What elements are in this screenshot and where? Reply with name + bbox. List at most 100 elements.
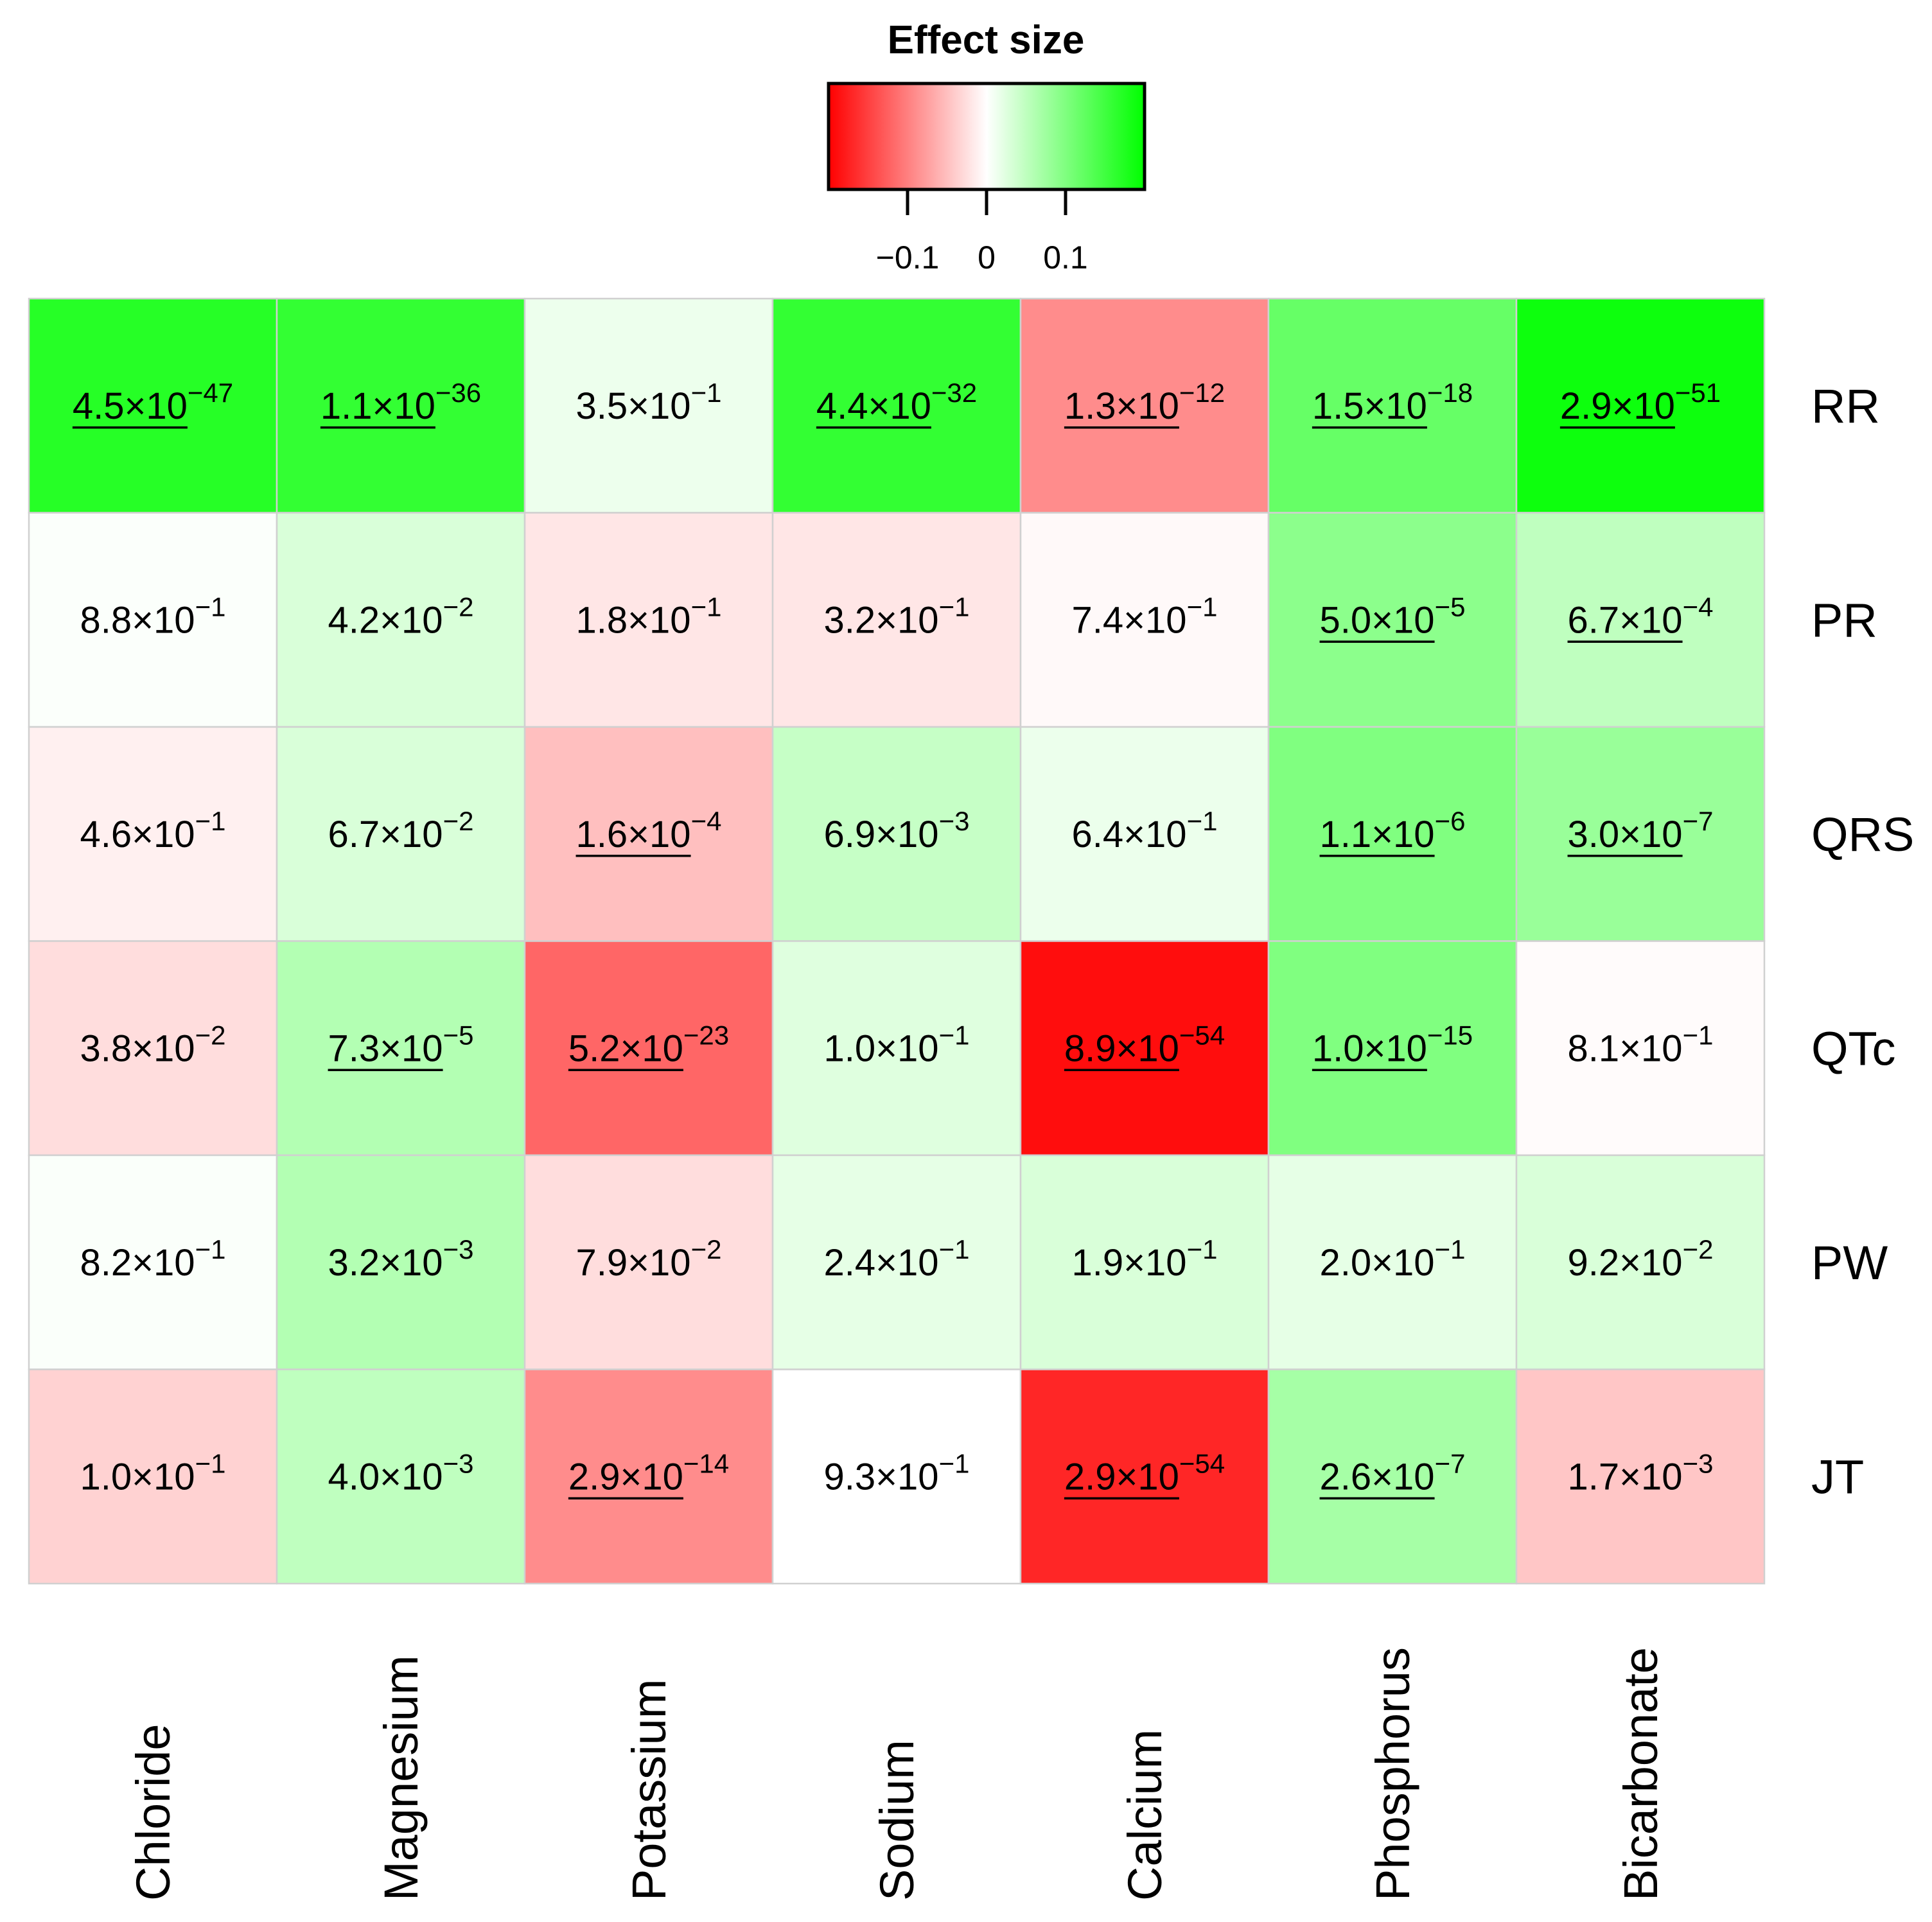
cell-p-value: 2.9×10−54 [1064,1448,1225,1498]
cell-p-value: 4.5×10−47 [73,378,233,427]
column-label: Bicarbonate [1614,1647,1667,1901]
row-label: QRS [1811,808,1914,861]
column-label: Magnesium [374,1655,428,1901]
heatmap-cell [1515,940,1766,1157]
heatmap-cell [523,940,774,1157]
heatmap-cell [1267,1154,1518,1370]
cell-p-value: 2.6×10−7 [1320,1448,1466,1498]
cell-p-value: 8.9×10−54 [1064,1020,1225,1069]
cell-p-value: 3.2×10−1 [824,591,970,641]
row-labels: RR PR QRS QTc PW JT [1811,380,1914,1504]
cell-p-value: 4.4×10−32 [816,378,977,427]
column-labels: Chloride Magnesium Potassium Sodium Calcium P… [127,1647,1667,1901]
legend-tick-label: 0 [978,240,996,275]
cell-p-value: 6.7×10−4 [1568,591,1714,641]
column-label: Potassium [622,1679,676,1901]
cell-p-value: 2.4×10−1 [824,1234,970,1284]
heatmap-cell [1019,726,1270,942]
cell-p-value: 7.4×10−1 [1072,591,1218,641]
heatmap-cell [771,940,1022,1157]
heatmap-cell [771,297,1022,514]
heatmap-cell [276,726,526,942]
column-label: Calcium [1118,1729,1172,1901]
cell-p-value: 1.1×10−36 [321,378,481,427]
heatmap-cell [1267,726,1518,942]
column-label: Sodium [870,1740,924,1901]
cell-p-value: 2.9×10−51 [1560,378,1721,427]
heatmap-cell [523,726,774,942]
cell-p-value: 8.2×10−1 [80,1234,226,1284]
heatmap-cell [1019,297,1270,514]
column-label: Chloride [127,1724,180,1901]
cell-p-value: 1.9×10−1 [1072,1234,1218,1284]
row-label: PR [1811,593,1877,647]
heatmap-cell [771,512,1022,728]
cell-p-value: 8.1×10−1 [1568,1020,1714,1069]
heatmap-cell [28,1368,278,1585]
legend-title: Effect size [888,18,1085,62]
color-legend: Effect size −0.1 0 0.1 [827,18,1146,275]
heatmap-cell [28,726,278,942]
cell-p-value: 4.0×10−3 [328,1448,474,1498]
legend-tick-label: −0.1 [876,240,940,275]
heatmap-cell [28,297,278,514]
cell-p-value: 1.0×10−1 [824,1020,970,1069]
cell-p-value: 3.5×10−1 [576,378,722,427]
cell-p-value: 6.9×10−3 [824,806,970,855]
cell-p-value: 1.0×10−1 [80,1448,226,1498]
heatmap-grid: 4.5×10−47 1.1×10−36 3.5×10−1 4.4×10−32 1.3×1… [28,297,1766,1585]
cell-p-value: 3.8×10−2 [80,1020,226,1069]
cell-p-value: 4.6×10−1 [80,806,226,855]
heatmap-cell [771,1368,1022,1585]
heatmap-cell [1267,512,1518,728]
cell-p-value: 9.3×10−1 [824,1448,970,1498]
cell-p-value: 1.0×10−15 [1312,1020,1473,1069]
cell-p-value: 1.8×10−1 [576,591,722,641]
heatmap-cell [28,1154,278,1370]
heatmap-cell [1515,726,1766,942]
cell-p-value: 1.1×10−6 [1320,806,1466,855]
cell-p-value: 2.0×10−1 [1320,1234,1466,1284]
cell-p-value: 9.2×10−2 [1568,1234,1714,1284]
row-label: JT [1811,1450,1864,1503]
heatmap-cell [523,1154,774,1370]
heatmap-cell [523,297,774,514]
heatmap-cell [28,512,278,728]
cell-p-value: 7.9×10−2 [576,1234,722,1284]
heatmap-cell [523,1368,774,1585]
column-label: Phosphorus [1366,1647,1419,1901]
cell-p-value: 3.0×10−7 [1568,806,1714,855]
legend-tick-label: 0.1 [1043,240,1088,275]
heatmap-cell [276,940,526,1157]
row-label: RR [1811,380,1880,433]
heatmap-cell [1267,940,1518,1157]
heatmap-cell [28,940,278,1157]
heatmap-cell [1267,297,1518,514]
cell-p-value: 5.2×10−23 [568,1020,729,1069]
heatmap-cell [1019,940,1270,1157]
heatmap-cell [276,1368,526,1585]
heatmap-cell [276,297,526,514]
legend-color-bar [827,82,1146,191]
cell-p-value: 3.2×10−3 [328,1234,474,1284]
heatmap-cell [1515,1368,1766,1585]
heatmap-cell [1019,1368,1270,1585]
cell-p-value: 2.9×10−14 [568,1448,729,1498]
cell-p-value: 5.0×10−5 [1320,591,1466,641]
cell-p-value: 1.5×10−18 [1312,378,1473,427]
cell-p-value: 1.3×10−12 [1064,378,1225,427]
cell-p-value: 4.2×10−2 [328,591,474,641]
cell-p-value: 6.4×10−1 [1072,806,1218,855]
row-label: QTc [1811,1022,1896,1075]
row-label: PW [1811,1236,1888,1289]
cell-p-value: 8.8×10−1 [80,591,226,641]
heatmap-cell [1019,512,1270,728]
cell-p-value: 7.3×10−5 [328,1020,474,1069]
cell-p-value: 6.7×10−2 [328,806,474,855]
heatmap-cell [523,512,774,728]
heatmap-cell [771,726,1022,942]
heatmap-cell [276,1154,526,1370]
heatmap-cell [1515,297,1766,514]
heatmap-cell [276,512,526,728]
